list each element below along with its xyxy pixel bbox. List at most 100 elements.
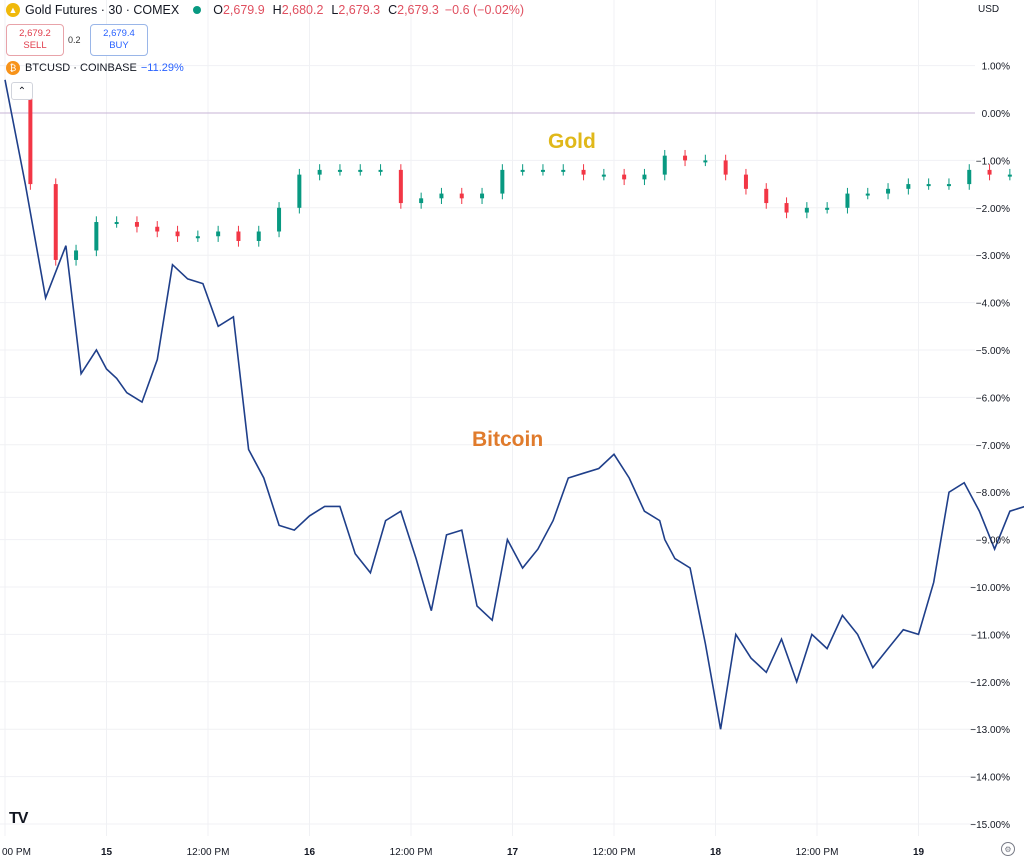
gold-futures-icon: ▲ [6, 3, 20, 17]
gold-candle [53, 184, 58, 260]
sell-label: SELL [23, 40, 47, 51]
y-tick-label: 1.00% [982, 62, 1010, 73]
open-label: O [213, 3, 223, 17]
x-tick-label: 12:00 PM [187, 847, 230, 858]
grid [0, 0, 975, 836]
gold-candle [236, 231, 241, 241]
y-tick-label: −1.00% [976, 156, 1010, 167]
bitcoin-icon: ₿ [6, 61, 20, 75]
gold-candle [825, 207, 830, 210]
gold-candle [155, 226, 160, 232]
gold-candle [459, 193, 464, 199]
gold-candle [703, 160, 708, 163]
buy-label: BUY [109, 40, 129, 51]
settings-icon[interactable]: ⚙ [1001, 842, 1015, 856]
gold-candle [561, 169, 566, 172]
bitcoin-annotation: Bitcoin [472, 428, 543, 451]
y-tick-label: 0.00% [982, 109, 1010, 120]
gold-candle [784, 203, 789, 213]
gold-candle [317, 169, 322, 175]
gold-candle [601, 174, 606, 177]
compare-change: −11.29% [140, 62, 184, 74]
chart-header: ▲ Gold Futures · 30 · COMEX O 2,679.9 H 2,… [6, 0, 530, 20]
gold-candle [662, 155, 667, 175]
symbol-title[interactable]: Gold Futures · 30 · COMEX [25, 3, 180, 17]
y-tick-label: −13.00% [970, 725, 1010, 736]
gold-candle [500, 169, 505, 194]
y-axis: 1.00% 0.00% −1.00% −2.00% −3.00% −4.00% −5.00%… [970, 62, 1010, 831]
gold-candle [845, 193, 850, 208]
gold-candle [74, 250, 79, 260]
compare-legend[interactable]: ₿ BTCUSD · COINBASE −11.29% [6, 61, 184, 75]
buy-price: 2,679.4 [103, 28, 135, 39]
gold-candle [277, 207, 282, 232]
high-value: 2,680.2 [281, 3, 324, 17]
gold-candle [723, 160, 728, 175]
open-value: 2,679.9 [222, 3, 265, 17]
market-status-dot-icon [193, 6, 202, 14]
gold-candle [540, 169, 545, 172]
y-tick-label: −7.00% [976, 441, 1010, 452]
gold-candle [28, 89, 33, 185]
x-tick-label: 15 [101, 847, 113, 858]
y-tick-label: −6.00% [976, 393, 1010, 404]
x-tick-label: 00 PM [2, 847, 31, 858]
gold-candle [337, 169, 342, 172]
y-tick-label: −8.00% [976, 488, 1010, 499]
spread-value: 0.2 [68, 35, 81, 45]
gold-candle [419, 198, 424, 204]
y-tick-label: −2.00% [976, 204, 1010, 215]
gold-candle [216, 231, 221, 237]
low-value: 2,679.3 [338, 3, 381, 17]
gold-annotation: Gold [548, 130, 596, 153]
x-tick-label: 12:00 PM [593, 847, 636, 858]
close-value: 2,679.3 [397, 3, 439, 17]
currency-selector[interactable]: USD [978, 4, 1000, 15]
gold-candle [378, 169, 383, 172]
x-tick-label: 12:00 PM [390, 847, 433, 858]
x-tick-label: 17 [507, 847, 519, 858]
collapse-legend-button[interactable]: ⌃ [11, 82, 33, 100]
y-tick-label: −14.00% [970, 773, 1010, 784]
bitcoin-line [4, 79, 1024, 730]
gold-candle [114, 222, 119, 225]
buy-button[interactable]: 2,679.4 BUY [90, 24, 148, 56]
tradingview-logo: TV [9, 810, 28, 827]
y-tick-label: −3.00% [976, 251, 1010, 262]
gold-candle [94, 222, 99, 251]
gold-candle [175, 231, 180, 237]
gold-candle [439, 193, 444, 199]
gold-candle [906, 184, 911, 189]
x-tick-label: 16 [304, 847, 316, 858]
gold-candle [398, 169, 403, 204]
y-tick-label: −10.00% [970, 583, 1010, 594]
gold-candle [1007, 174, 1012, 177]
gold-candle [946, 184, 951, 187]
gold-candle [886, 188, 891, 194]
gold-candle [134, 222, 139, 227]
change-value: −0.6 (−0.02%) [444, 3, 525, 17]
gold-candle [967, 169, 972, 185]
sell-button[interactable]: 2,679.2 SELL [6, 24, 64, 56]
gold-candles [28, 83, 1012, 266]
gold-candle [520, 169, 525, 172]
gold-candle [195, 236, 200, 239]
compare-symbol: BTCUSD · COINBASE [25, 62, 137, 74]
gold-candle [642, 174, 647, 180]
gold-candle [683, 155, 688, 161]
y-tick-label: −4.00% [976, 299, 1010, 310]
gold-candle [743, 174, 748, 189]
chevron-up-icon: ⌃ [17, 85, 27, 97]
gold-candle [581, 169, 586, 175]
gold-candle [926, 184, 931, 187]
y-tick-label: −11.00% [971, 630, 1010, 641]
gold-candle [358, 169, 363, 172]
gold-candle [480, 193, 485, 199]
gold-candle [622, 174, 627, 180]
gold-candle [804, 207, 809, 213]
gold-candle [297, 174, 302, 208]
gold-candle [764, 188, 769, 204]
gold-candle [865, 193, 870, 196]
x-tick-label: 18 [710, 847, 722, 858]
